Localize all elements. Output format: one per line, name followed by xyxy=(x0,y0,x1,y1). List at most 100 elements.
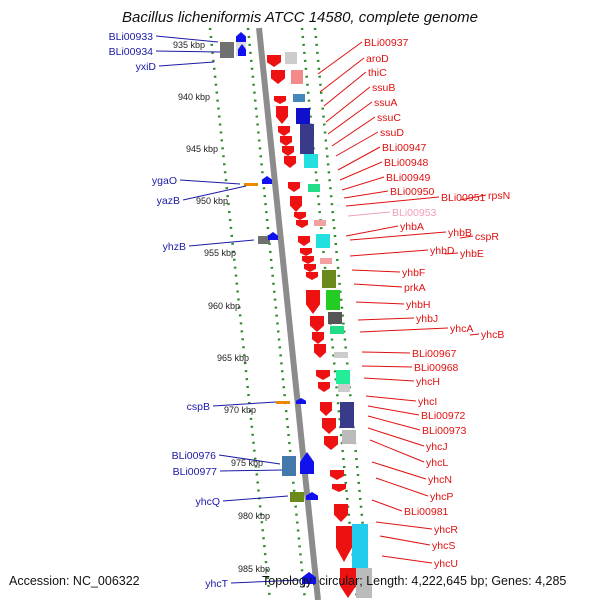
gene-block xyxy=(300,124,314,154)
gene-block xyxy=(328,312,342,324)
gene-arrow xyxy=(306,290,320,314)
gene-arrow xyxy=(306,272,318,280)
leader-line xyxy=(371,499,403,512)
gene-arrow xyxy=(290,196,302,212)
gene-block xyxy=(338,384,350,392)
leader-line xyxy=(365,395,417,402)
gene-arrow xyxy=(296,220,308,228)
leader-line xyxy=(359,327,449,333)
kbp-tick-label: 965 kbp xyxy=(217,353,249,363)
leader-line xyxy=(179,179,241,185)
right-gene-label: yhbE xyxy=(460,248,484,260)
gene-arrow xyxy=(288,182,300,192)
right-gene-label: yhcB xyxy=(481,329,504,341)
gene-arrow xyxy=(334,504,348,522)
gene-block xyxy=(352,524,368,568)
gene-block xyxy=(258,236,270,244)
gene-up-arrow xyxy=(236,32,246,42)
gene-up-arrow xyxy=(306,492,318,500)
leader-line xyxy=(335,131,379,157)
leader-line xyxy=(155,35,219,43)
right-gene-label: yhbF xyxy=(402,267,425,279)
gene-arrow xyxy=(298,236,310,246)
gene-block xyxy=(220,42,234,58)
gene-features xyxy=(220,32,372,598)
leader-line xyxy=(371,461,427,480)
kbp-tick-label: 935 kbp xyxy=(173,40,205,50)
left-gene-label: yhzB xyxy=(163,241,186,253)
right-gene-label: ssuB xyxy=(372,82,395,94)
gene-block xyxy=(326,290,340,310)
gene-block xyxy=(290,492,304,502)
leader-line xyxy=(369,439,425,463)
right-gene-label: BLi00951 xyxy=(441,192,486,204)
leader-line xyxy=(351,269,401,273)
right-gene-label: yhbH xyxy=(406,299,431,311)
gene-arrow xyxy=(336,526,352,562)
right-gene-label: BLi00972 xyxy=(421,410,466,422)
left-gene-label: yazB xyxy=(157,195,180,207)
right-gene-label: yhcU xyxy=(434,558,458,570)
right-gene-label: ssuD xyxy=(380,127,404,139)
leader-line xyxy=(331,116,376,147)
left-gene-label: yxiD xyxy=(136,61,157,73)
right-gene-label: yhcN xyxy=(428,474,452,486)
leader-line xyxy=(337,146,381,171)
kbp-tick-label: 945 kbp xyxy=(186,144,218,154)
gene-up-arrow xyxy=(300,452,314,474)
gene-arrow xyxy=(332,484,346,492)
gene-arrow xyxy=(267,55,281,67)
gene-arrow xyxy=(314,344,326,358)
kbp-tick-label: 975 kbp xyxy=(231,458,263,468)
right-gene-label: yhcL xyxy=(426,457,448,469)
leader-line xyxy=(469,333,480,336)
right-gene-label: BLi00949 xyxy=(386,172,431,184)
gene-block xyxy=(336,370,350,384)
kbp-tick-label: 950 kbp xyxy=(196,196,228,206)
leader-line xyxy=(317,41,363,75)
gene-up-arrow xyxy=(268,232,278,240)
gene-block xyxy=(314,220,326,226)
left-gene-label: BLi00976 xyxy=(172,450,217,462)
gene-block xyxy=(285,52,297,64)
leader-line xyxy=(345,225,399,237)
gene-block xyxy=(296,108,310,124)
gene-arrow xyxy=(276,106,288,124)
gene-block xyxy=(334,352,348,358)
right-gene-label: yhcI xyxy=(418,396,437,408)
gene-arrow xyxy=(330,470,344,480)
right-gene-label: ssuC xyxy=(377,112,401,124)
leader-line xyxy=(222,495,289,502)
gene-arrow xyxy=(278,126,290,136)
kbp-tick-label: 980 kbp xyxy=(238,511,270,521)
right-gene-label: prkA xyxy=(404,282,426,294)
kbp-tick-label: 960 kbp xyxy=(208,301,240,311)
right-gene-label: yhbB xyxy=(448,227,472,239)
leader-line xyxy=(339,161,383,181)
leader-line xyxy=(381,555,433,564)
gene-arrow xyxy=(340,568,356,598)
leader-line xyxy=(345,196,440,207)
left-gene-label: yhcT xyxy=(205,578,228,590)
right-gene-label: yhcA xyxy=(450,323,473,335)
right-gene-label: yhcJ xyxy=(426,441,448,453)
leader-line xyxy=(353,283,403,288)
leader-line xyxy=(319,57,365,93)
right-gene-label: ssuA xyxy=(374,97,397,109)
gene-block xyxy=(293,94,305,102)
leader-line xyxy=(375,521,433,530)
gene-block xyxy=(322,270,336,288)
leader-line xyxy=(325,86,371,123)
gene-arrow xyxy=(280,136,292,146)
leader-line xyxy=(367,405,420,416)
right-gene-label: rpsN xyxy=(488,190,510,202)
left-gene-label: yhcQ xyxy=(195,496,220,508)
leader-line xyxy=(219,469,283,472)
leader-line xyxy=(367,415,421,431)
leader-line xyxy=(218,454,281,465)
label-leader-lines xyxy=(155,35,487,584)
gene-arrow xyxy=(282,146,294,156)
leader-line xyxy=(361,351,411,354)
gene-arrow xyxy=(318,382,330,392)
right-gene-label: BLi00948 xyxy=(384,157,429,169)
